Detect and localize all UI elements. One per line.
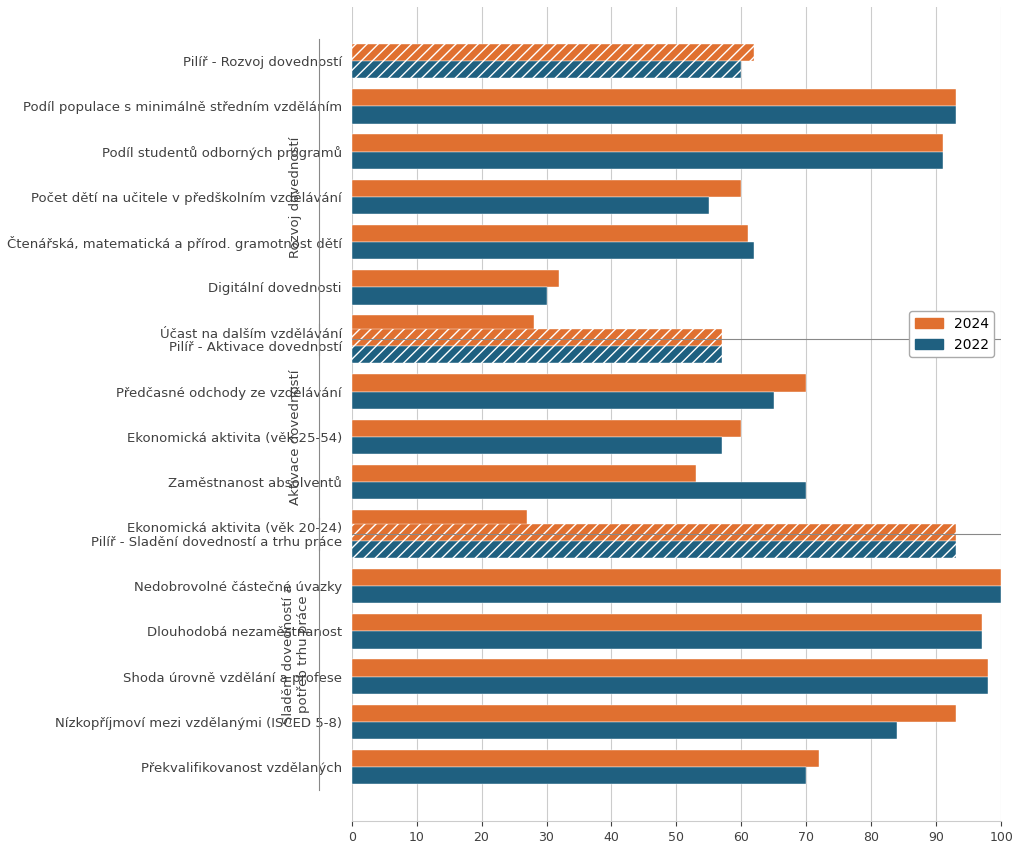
Bar: [352, 346, 721, 363]
Bar: [352, 523, 955, 541]
Bar: [352, 437, 721, 454]
Bar: [352, 106, 955, 123]
Bar: [352, 482, 805, 500]
Legend: 2024, 2022: 2024, 2022: [908, 311, 994, 357]
Bar: [352, 197, 708, 214]
Bar: [352, 569, 1000, 586]
Text: Aktivace dovedností: Aktivace dovedností: [288, 369, 302, 505]
Bar: [352, 329, 721, 346]
Bar: [352, 465, 695, 482]
Bar: [352, 420, 741, 437]
Bar: [352, 316, 533, 333]
Bar: [352, 614, 980, 631]
Bar: [352, 528, 494, 545]
Bar: [352, 180, 741, 197]
Bar: [352, 134, 942, 151]
Bar: [352, 391, 773, 408]
Bar: [352, 677, 987, 694]
Bar: [352, 61, 741, 78]
Bar: [352, 288, 546, 305]
Bar: [352, 89, 955, 106]
Bar: [352, 225, 747, 243]
Bar: [352, 541, 955, 558]
Text: Rozvoj dovedností: Rozvoj dovedností: [288, 136, 302, 258]
Bar: [352, 586, 1000, 603]
Bar: [352, 333, 481, 350]
Bar: [352, 767, 805, 785]
Bar: [352, 243, 754, 260]
Bar: [352, 750, 818, 767]
Text: Sladění dovedností a
potřeb trhu práce: Sladění dovedností a potřeb trhu práce: [281, 584, 309, 724]
Bar: [352, 271, 559, 288]
Bar: [352, 44, 754, 61]
Bar: [352, 631, 980, 648]
Bar: [352, 151, 942, 168]
Bar: [352, 374, 805, 391]
Bar: [352, 660, 987, 677]
Bar: [352, 705, 955, 722]
Bar: [352, 722, 897, 739]
Bar: [352, 510, 527, 528]
